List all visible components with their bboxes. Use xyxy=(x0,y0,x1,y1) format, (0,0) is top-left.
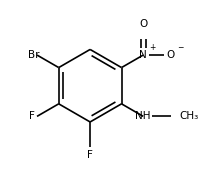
Text: O: O xyxy=(139,19,147,29)
Text: +: + xyxy=(149,43,156,52)
Text: N: N xyxy=(139,50,147,60)
Text: O: O xyxy=(167,50,175,60)
Text: CH₃: CH₃ xyxy=(179,111,199,121)
Text: F: F xyxy=(29,111,34,121)
Text: F: F xyxy=(87,150,93,160)
Text: NH: NH xyxy=(135,111,151,121)
Text: −: − xyxy=(177,43,184,52)
Text: Br: Br xyxy=(28,50,40,60)
